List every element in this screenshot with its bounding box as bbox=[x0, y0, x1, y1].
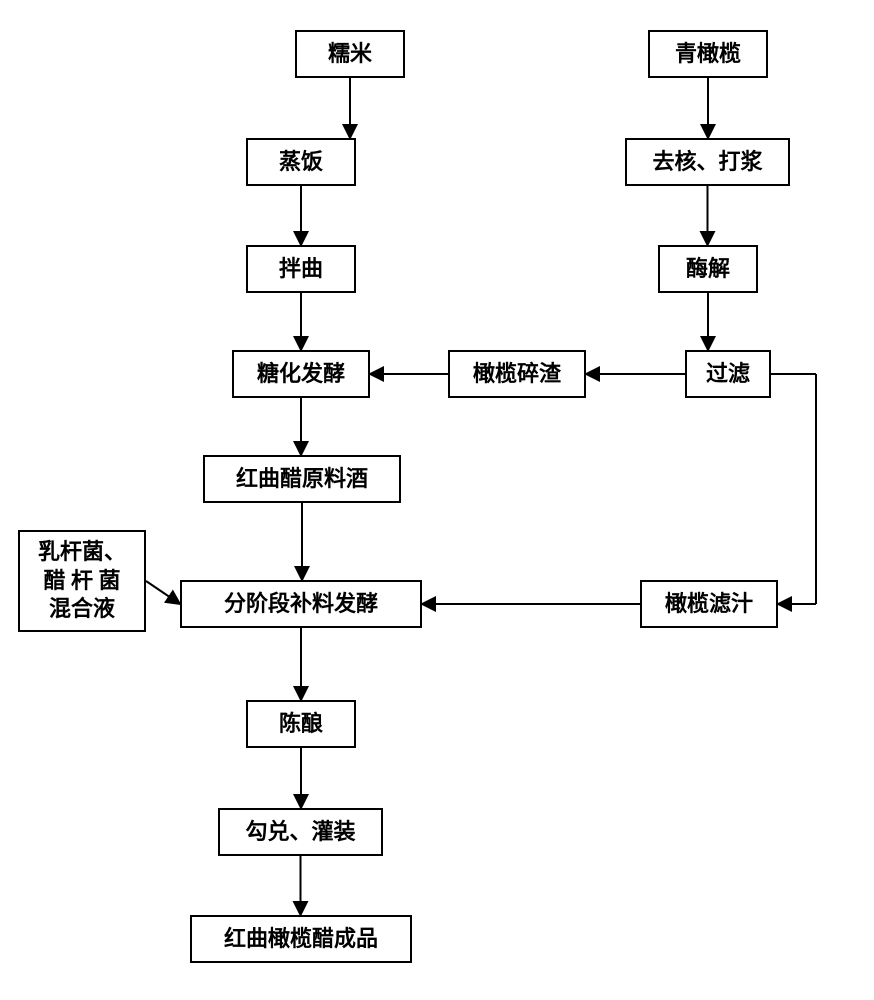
flowchart-node-n10: 青橄榄 bbox=[648, 30, 768, 78]
flowchart-node-n14: 橄榄碎渣 bbox=[448, 350, 586, 398]
flowchart-node-n12: 酶解 bbox=[658, 245, 758, 293]
flowchart-node-n11: 去核、打浆 bbox=[625, 138, 790, 186]
flowchart-node-n2: 蒸饭 bbox=[246, 138, 356, 186]
flowchart-node-n1: 糯米 bbox=[295, 30, 405, 78]
flowchart-edge bbox=[146, 581, 180, 604]
flowchart-node-n16: 乳杆菌、 醋 杆 菌 混合液 bbox=[18, 530, 146, 632]
flowchart-node-n8: 勾兑、灌装 bbox=[218, 808, 383, 856]
flowchart-node-n9: 红曲橄榄醋成品 bbox=[190, 915, 412, 963]
flowchart-node-n15: 橄榄滤汁 bbox=[640, 580, 778, 628]
flowchart-node-n7: 陈酿 bbox=[246, 700, 356, 748]
flowchart-node-n6: 分阶段补料发酵 bbox=[180, 580, 422, 628]
flowchart-node-n5: 红曲醋原料酒 bbox=[203, 455, 401, 503]
flowchart-node-n4: 糖化发酵 bbox=[232, 350, 370, 398]
flowchart-node-n3: 拌曲 bbox=[246, 245, 356, 293]
flowchart-node-n13: 过滤 bbox=[685, 350, 771, 398]
